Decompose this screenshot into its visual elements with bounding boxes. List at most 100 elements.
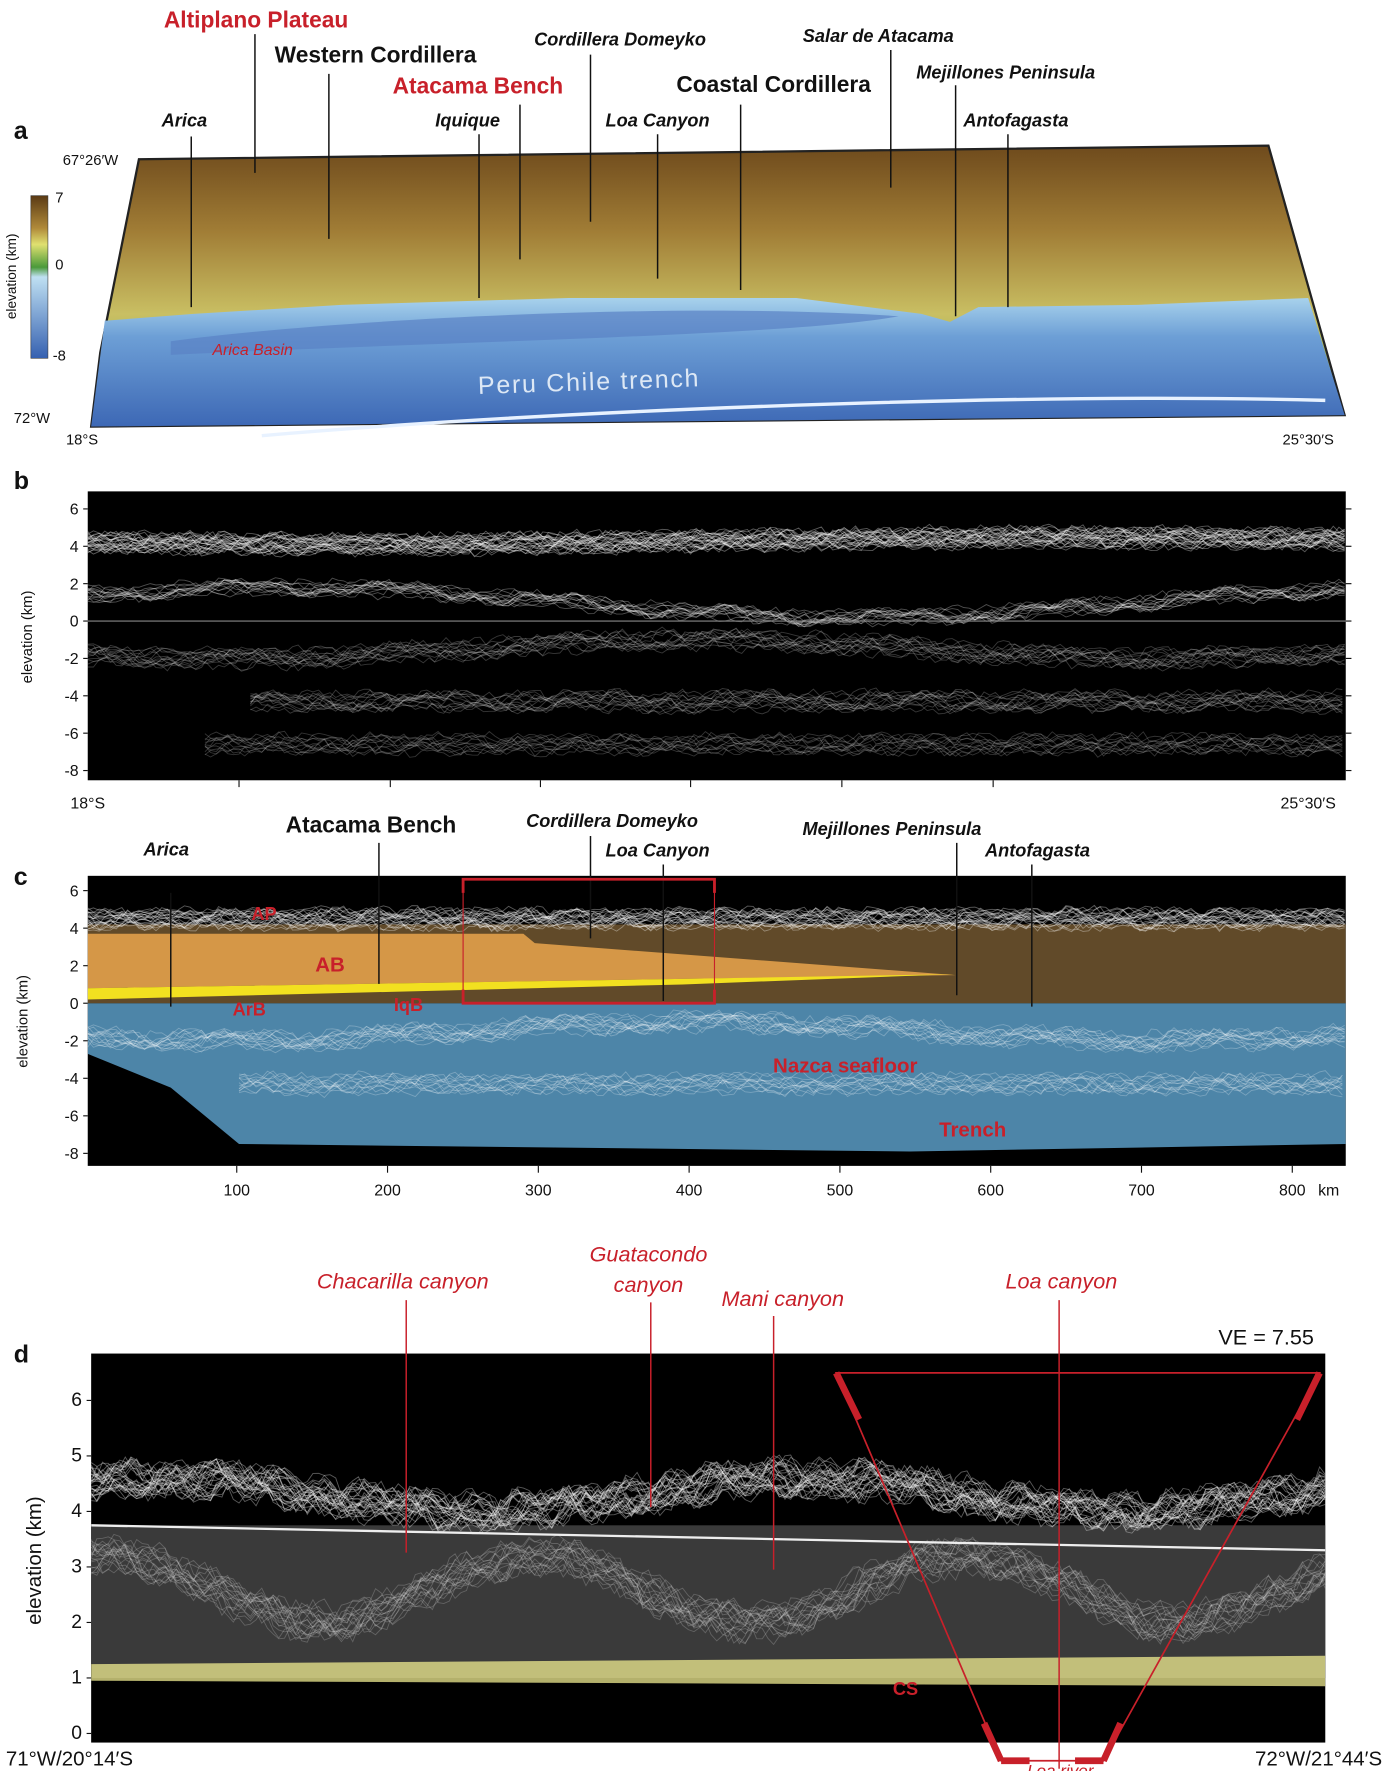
profile-line	[87, 524, 1345, 557]
region-label: ArB	[233, 1000, 266, 1020]
profile-line	[91, 1458, 1326, 1532]
profile-line	[91, 1539, 1326, 1639]
profile-line	[87, 630, 1345, 671]
y-tick-label: -8	[64, 1146, 78, 1163]
profile-line	[87, 524, 1345, 556]
profile-line	[87, 525, 1345, 557]
profile-line	[87, 580, 1345, 626]
profile-line	[91, 1539, 1326, 1643]
profile-line	[204, 732, 1343, 758]
y-tick-label: 6	[71, 1390, 82, 1411]
y-tick-label: 3	[71, 1557, 82, 1578]
y-axis-title: elevation (km)	[15, 975, 31, 1068]
profile-line	[204, 730, 1343, 758]
y-tick-label: -4	[64, 688, 78, 705]
profile-line	[91, 1456, 1326, 1532]
profile-line	[204, 732, 1343, 757]
canyon-label: Loa canyon	[1006, 1269, 1118, 1294]
profile-line	[91, 1538, 1326, 1643]
y-tick-label: 2	[70, 576, 79, 593]
place-label: Atacama Bench	[286, 812, 457, 838]
panel-d: 6 5 4 3 2 1 0 elevation (km) Chacarilla canyon Gu…	[6, 1241, 1382, 1776]
y-tick-label: 0	[70, 996, 79, 1013]
profile-line	[87, 628, 1345, 669]
profile-line	[87, 906, 1345, 932]
profile-line	[87, 630, 1345, 670]
y-tick-label: -6	[64, 1109, 78, 1126]
panel-b: 6 4 2 0 -2 -4 -6 -8 elevation (km) 18°S 25°30′S	[20, 491, 1352, 813]
profile-line	[91, 1458, 1326, 1532]
canyon-label: Guatacondo	[590, 1241, 708, 1266]
corner-label: 72°W	[14, 411, 50, 427]
profile-line	[87, 577, 1345, 628]
profile-line	[87, 524, 1345, 556]
y-tick-label: 5	[71, 1446, 82, 1467]
profile-line	[238, 1070, 1343, 1098]
x-tick-label: 300	[525, 1182, 552, 1199]
place-label: Cordillera Domeyko	[526, 811, 698, 831]
profile-line	[87, 527, 1345, 556]
profile-line	[87, 523, 1345, 557]
profile-line	[87, 524, 1345, 556]
profile-line	[87, 577, 1345, 624]
profile-line	[91, 1536, 1326, 1642]
profile-line	[91, 1459, 1326, 1531]
place-label: Western Cordillera	[275, 42, 477, 68]
profile-line	[91, 1457, 1326, 1534]
place-label: Arica	[161, 110, 208, 130]
profile-line	[91, 1537, 1326, 1641]
profile-line	[87, 906, 1345, 932]
profile-line	[87, 629, 1345, 669]
place-label: Mejillones Peninsula	[916, 62, 1095, 82]
profile-line	[250, 687, 1343, 715]
end-label: 25°30′S	[1281, 796, 1336, 813]
place-label: Altiplano Plateau	[164, 6, 348, 32]
profile-line	[87, 579, 1345, 626]
profile-line	[91, 1461, 1326, 1529]
profile-line	[91, 1465, 1326, 1531]
profile-line	[87, 630, 1345, 671]
place-label: Arica	[142, 839, 188, 859]
profile-line	[87, 905, 1345, 933]
region-label: AB	[315, 953, 345, 976]
panel-c: 6 4 2 0 -2 -4 -6 -8 elevation (km) Arica Atacama B…	[15, 811, 1346, 1199]
x-tick-label: 500	[827, 1182, 854, 1199]
profile-line	[91, 1533, 1326, 1641]
panel-letter: b	[14, 467, 29, 495]
profile-line	[238, 1070, 1343, 1098]
bench-shade	[91, 1525, 1326, 1678]
profile-line	[204, 730, 1343, 758]
profile-line	[87, 524, 1345, 555]
x-tick-label: 800	[1279, 1182, 1306, 1199]
profile-line	[87, 578, 1345, 625]
profile-line	[91, 1464, 1326, 1535]
profile-line	[91, 1542, 1326, 1639]
profile-line	[87, 523, 1345, 558]
profile-line	[87, 1010, 1345, 1053]
canyon-label: Chacarilla canyon	[317, 1269, 489, 1294]
place-label: Atacama Bench	[393, 72, 564, 98]
profile-line	[238, 1071, 1343, 1097]
profile-line	[91, 1455, 1326, 1529]
profile-line	[87, 1014, 1345, 1052]
focus-box-thin	[462, 878, 716, 1004]
profile-line	[87, 525, 1345, 557]
profile-line	[91, 1540, 1326, 1646]
canyon-label: Mani canyon	[721, 1286, 844, 1311]
profile-line	[91, 1461, 1326, 1530]
profile-line	[91, 1456, 1326, 1529]
profile-line	[87, 905, 1345, 932]
profile-line	[87, 628, 1345, 672]
profile-line	[91, 1454, 1326, 1529]
profile-line	[204, 732, 1343, 757]
profile-line	[250, 687, 1343, 715]
profile-line	[87, 527, 1345, 557]
place-label: Coastal Cordillera	[676, 71, 871, 97]
profile-line	[238, 1071, 1343, 1097]
profile-line	[204, 730, 1343, 758]
profile-line	[87, 905, 1345, 933]
profile-line	[204, 731, 1343, 758]
profile-line	[91, 1539, 1326, 1645]
profile-line	[87, 905, 1345, 933]
profile-line	[87, 905, 1345, 933]
